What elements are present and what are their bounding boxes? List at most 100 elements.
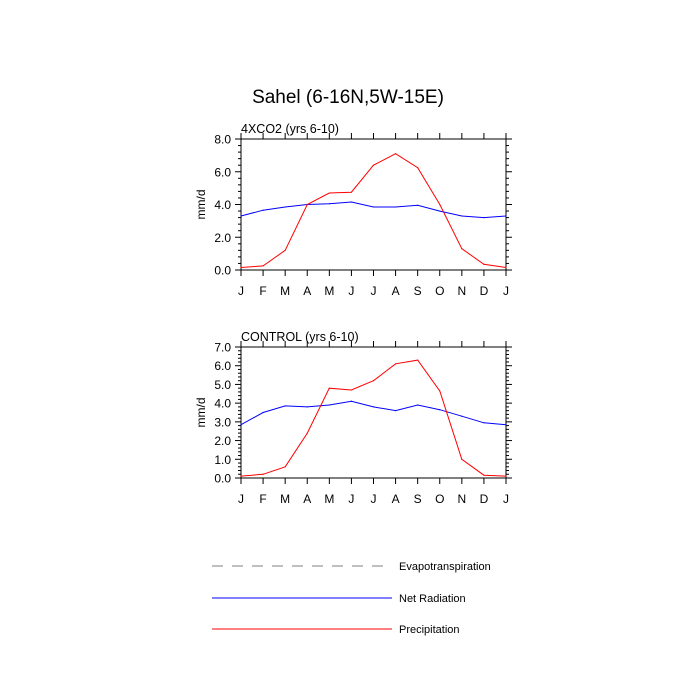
y-tick-label: 8.0 (214, 133, 231, 147)
x-tick-label: M (280, 284, 290, 298)
data-point-net-radiation (240, 215, 242, 217)
x-tick-label: M (324, 284, 334, 298)
data-point-net-radiation (505, 215, 507, 217)
y-tick-label: 6.0 (214, 165, 231, 179)
data-point-net-radiation (240, 424, 242, 426)
data-point-precipitation (372, 164, 375, 166)
data-point-precipitation (284, 466, 286, 468)
data-point-net-radiation (394, 410, 397, 412)
series-line-net-radiation (240, 201, 507, 219)
x-tick-label: J (503, 492, 509, 506)
data-point-net-radiation (306, 406, 308, 408)
data-point-precipitation (262, 473, 264, 475)
data-point-net-radiation (284, 405, 286, 407)
x-tick-label: J (503, 284, 509, 298)
data-point-net-radiation (284, 206, 286, 208)
data-point-precipitation (328, 192, 330, 194)
data-point-net-radiation (439, 210, 441, 212)
x-tick-label: J (348, 284, 354, 298)
figure-title: Sahel (6-16N,5W-15E) (252, 87, 444, 108)
data-point-precipitation (505, 475, 507, 477)
y-tick-label: 2.0 (214, 434, 231, 448)
y-axis-label: mm/d (194, 190, 208, 220)
x-tick-label: J (371, 284, 377, 298)
data-point-precipitation (372, 380, 375, 382)
x-tick-label: A (303, 492, 311, 506)
data-point-precipitation (417, 359, 419, 361)
panel-title: 4XCO2 (yrs 6-10) (241, 122, 339, 136)
y-tick-label: 7.0 (214, 341, 231, 355)
data-point-precipitation (284, 249, 286, 251)
panel-control: CONTROL (yrs 6-10) mm/d 0.0 1.0 2.0 3.0 4.0 5.0… (194, 330, 512, 506)
data-point-precipitation (350, 191, 353, 193)
data-point-net-radiation (505, 424, 507, 426)
x-tick-label: M (324, 492, 334, 506)
data-point-net-radiation (328, 203, 330, 205)
y-tick-label: 5.0 (214, 378, 231, 392)
y-tick-label: 4.0 (214, 198, 231, 212)
x-tick-label: N (457, 284, 466, 298)
y-axis-label: mm/d (194, 398, 208, 428)
data-point-net-radiation (417, 404, 419, 406)
x-tick-label: D (480, 492, 489, 506)
data-point-net-radiation (394, 206, 397, 208)
data-point-net-radiation (372, 406, 375, 408)
x-tick-label: M (280, 492, 290, 506)
data-point-precipitation (461, 248, 463, 250)
series-line-precipitation (240, 359, 507, 477)
y-tick-label: 6.0 (214, 359, 231, 373)
x-tick-label: A (392, 492, 400, 506)
x-tick-label: A (392, 284, 400, 298)
x-tick-label: A (303, 284, 311, 298)
data-point-net-radiation (350, 400, 353, 402)
y-tick-label: 1.0 (214, 453, 231, 467)
x-tick-label: F (259, 492, 266, 506)
x-tick-label: D (480, 284, 489, 298)
plot-frame (240, 138, 507, 271)
y-tick-label: 4.0 (214, 397, 231, 411)
plot-frame (240, 346, 507, 479)
data-point-net-radiation (350, 201, 353, 203)
legend-label-precipitation: Precipitation (399, 624, 460, 636)
data-point-precipitation (483, 263, 485, 265)
x-tick-label: F (259, 284, 266, 298)
x-tick-label: O (435, 492, 444, 506)
data-point-net-radiation (328, 404, 330, 406)
y-tick-label: 2.0 (214, 231, 231, 245)
data-point-net-radiation (372, 206, 375, 208)
data-point-precipitation (461, 458, 463, 460)
x-tick-label: O (435, 284, 444, 298)
y-tick-label: 3.0 (214, 415, 231, 429)
data-point-precipitation (394, 363, 397, 365)
legend: Evapotranspiration Net Radiation Precipi… (212, 561, 491, 636)
y-tick-label: 0.0 (214, 472, 231, 486)
y-tick-label: 0.0 (214, 264, 231, 278)
x-tick-label: J (348, 492, 354, 506)
data-point-net-radiation (461, 215, 463, 217)
x-tick-label: N (457, 492, 466, 506)
data-point-net-radiation (417, 204, 419, 206)
data-point-precipitation (483, 474, 485, 476)
panel-title: CONTROL (yrs 6-10) (241, 330, 359, 344)
legend-label-evapotranspiration: Evapotranspiration (399, 561, 491, 573)
legend-label-net-radiation: Net Radiation (399, 593, 466, 605)
data-point-net-radiation (483, 422, 485, 424)
data-point-precipitation (262, 265, 264, 267)
data-point-precipitation (350, 389, 353, 391)
data-point-net-radiation (483, 217, 485, 219)
data-point-precipitation (417, 167, 419, 169)
data-point-precipitation (240, 475, 242, 477)
series-line-precipitation (240, 153, 507, 268)
panel-4xco2: 4XCO2 (yrs 6-10)mm/d0.02.04.06.08.0J F M A M… (194, 122, 512, 298)
data-point-net-radiation (262, 411, 264, 414)
data-point-precipitation (306, 203, 308, 206)
data-point-precipitation (306, 432, 308, 434)
data-point-precipitation (328, 387, 330, 389)
x-tick-label: S (414, 284, 422, 298)
data-point-net-radiation (439, 409, 441, 411)
x-tick-label: J (238, 284, 244, 298)
data-point-precipitation (439, 203, 441, 206)
data-point-precipitation (439, 390, 441, 392)
x-tick-label: S (414, 492, 422, 506)
